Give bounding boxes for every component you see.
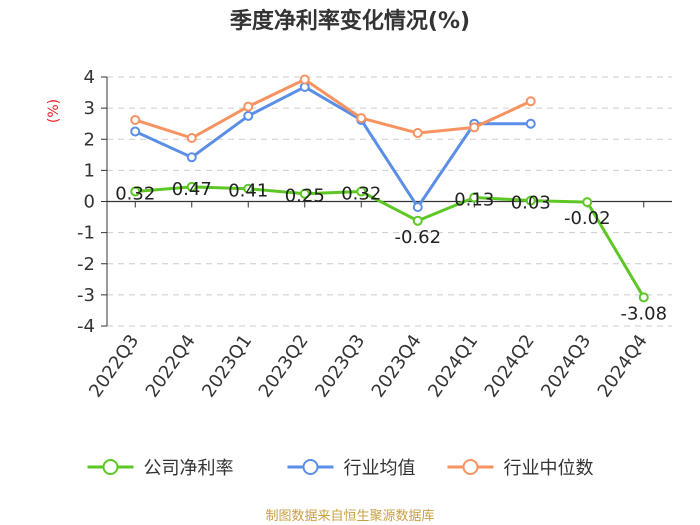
data-label: -3.08 [620, 303, 667, 324]
source-note: 制图数据来自恒生聚源数据库 [265, 508, 434, 524]
data-point [243, 110, 254, 121]
x-tick-label: 2024Q4 [594, 331, 652, 402]
data-point [469, 122, 480, 133]
axes: 43210-1-2-3-42022Q32022Q42023Q12023Q2202… [77, 67, 672, 401]
data-label: 0.47 [172, 179, 212, 200]
x-tick-label: 2023Q3 [311, 331, 369, 402]
data-label: 0.03 [511, 193, 551, 214]
legend: 公司净利率 行业均值 行业中位数 [87, 458, 594, 479]
legend-label: 公司净利率 [144, 458, 234, 479]
data-point [299, 74, 310, 85]
x-tick-label: 2022Q3 [85, 331, 143, 402]
y-tick-label: 4 [84, 67, 95, 88]
chart-title: 季度净利率变化情况(%) [230, 8, 470, 34]
y-tick-label: 3 [84, 98, 95, 119]
data-point [412, 128, 423, 139]
data-point [638, 292, 649, 303]
x-tick-label: 2024Q3 [537, 331, 595, 402]
x-tick-label: 2023Q1 [198, 331, 256, 402]
legend-swatch-marker [462, 459, 479, 475]
x-tick-label: 2024Q1 [424, 331, 482, 402]
data-point [525, 195, 536, 206]
data-label: 0.32 [115, 184, 155, 205]
data-point [582, 197, 593, 208]
data-point [412, 202, 423, 213]
y-axis-label: (%) [46, 99, 62, 123]
data-point [186, 181, 197, 192]
data-label: -0.62 [394, 227, 441, 248]
data-point [299, 188, 310, 199]
y-tick-label: -3 [77, 285, 95, 306]
data-label: 0.41 [228, 181, 268, 202]
data-point [130, 186, 141, 197]
data-point [130, 114, 141, 125]
data-point [186, 152, 197, 163]
data-label: 0.25 [285, 186, 325, 207]
x-tick-label: 2022Q4 [142, 331, 200, 402]
series-line [135, 185, 646, 299]
series-lines [130, 74, 649, 303]
legend-item: 行业中位数 [447, 458, 594, 479]
legend-swatch-marker [302, 459, 319, 475]
data-point [356, 113, 367, 124]
legend-swatch-marker [102, 459, 119, 475]
y-tick-label: -4 [77, 316, 95, 337]
data-point [356, 186, 367, 197]
y-tick-label: 2 [84, 129, 95, 150]
series-line [134, 77, 532, 140]
data-labels: 0.32 0.47 0.41 0.25 0.32 -0.62 0.13 0.03 -0.02 -3… [115, 179, 667, 324]
x-tick-label: 2023Q4 [368, 331, 426, 402]
data-point [469, 192, 480, 203]
data-point [412, 215, 423, 226]
y-tick-label: -2 [77, 254, 95, 275]
legend-label: 行业中位数 [504, 458, 594, 479]
data-point [525, 96, 536, 107]
y-tick-label: -1 [77, 223, 95, 244]
x-tick-label: 2024Q2 [481, 331, 539, 402]
series-line [134, 85, 531, 209]
legend-item: 公司净利率 [87, 458, 234, 479]
legend-item: 行业均值 [287, 458, 416, 479]
data-point [186, 133, 197, 144]
x-tick-label: 2023Q2 [255, 331, 313, 402]
data-point [130, 126, 141, 137]
data-point [525, 118, 536, 129]
data-point [243, 183, 254, 194]
data-point [243, 101, 254, 112]
data-label: 0.32 [341, 184, 381, 205]
y-tick-label: 1 [84, 160, 95, 181]
data-label: 0.13 [454, 189, 494, 210]
data-label: -0.02 [564, 208, 611, 229]
legend-label: 行业均值 [344, 458, 416, 479]
y-tick-label: 0 [84, 192, 95, 213]
